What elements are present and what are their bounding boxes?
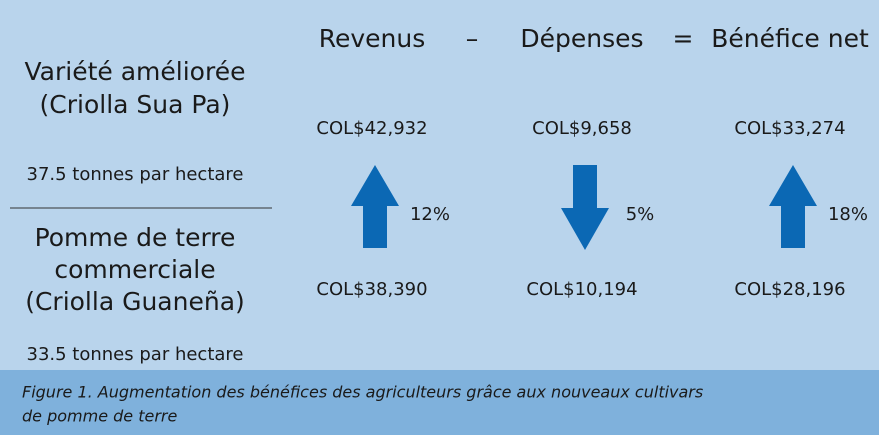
column-header: Dépenses [520, 24, 643, 53]
column-header: Bénéfice net [711, 24, 869, 53]
improved-name: Variété améliorée [25, 57, 246, 86]
column-header: Revenus [319, 24, 426, 53]
improved-value: COL$42,932 [316, 118, 427, 139]
change-percent: 12% [410, 204, 450, 225]
arrow-down [561, 165, 609, 250]
commercial-value: COL$38,390 [316, 279, 427, 300]
improved-value: COL$33,274 [734, 118, 845, 139]
improved-variety: (Criolla Sua Pa) [40, 90, 231, 119]
arrow-up [351, 165, 399, 248]
caption: Figure 1. Augmentation des bénéfices des… [22, 383, 703, 402]
improved-value: COL$9,658 [532, 118, 632, 139]
improved-yield: 37.5 tonnes par hectare [27, 164, 244, 185]
commercial-value: COL$10,194 [526, 279, 637, 300]
background [0, 0, 879, 370]
operator: = [673, 24, 694, 53]
operator: – [466, 24, 479, 53]
caption: de pomme de terre [22, 407, 177, 426]
change-percent: 5% [626, 204, 655, 225]
commercial-name: commerciale [54, 255, 215, 284]
commercial-yield: 33.5 tonnes par hectare [27, 344, 244, 365]
commercial-name: Pomme de terre [35, 223, 236, 252]
commercial-value: COL$28,196 [734, 279, 845, 300]
caption-band [0, 370, 879, 435]
commercial-variety: (Criolla Guaneña) [25, 287, 245, 316]
arrow-up [769, 165, 817, 248]
change-percent: 18% [828, 204, 868, 225]
